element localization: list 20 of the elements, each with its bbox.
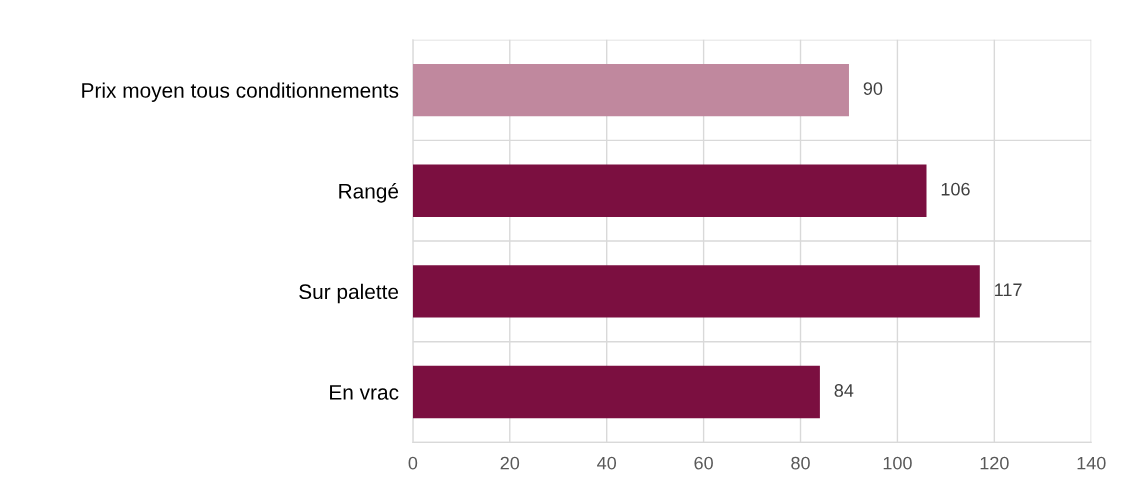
x-tick-label: 60 [694,456,713,470]
x-tick-label: 0 [408,456,418,470]
y-tick-label: En vrac [330,385,399,400]
x-tick-label: 100 [883,456,912,470]
x-tick-label: 120 [980,456,1009,470]
bar [412,365,820,419]
x-tick-label: 20 [500,456,520,470]
data-label: 90 [863,82,883,95]
data-label: 106 [941,182,970,196]
y-tick-label: Sur palette [299,283,399,304]
y-tick-label: Rangé [339,183,399,203]
x-tick-label: 40 [597,456,617,470]
bar [412,265,980,318]
bar [412,63,849,117]
bar [412,164,927,217]
data-label: 84 [834,384,854,397]
y-tick-label: Prix moyen tous conditionnements [82,82,399,102]
x-tick-label: 140 [1077,456,1106,470]
data-label: 117 [995,283,1022,297]
x-tick-label: 80 [791,456,810,470]
